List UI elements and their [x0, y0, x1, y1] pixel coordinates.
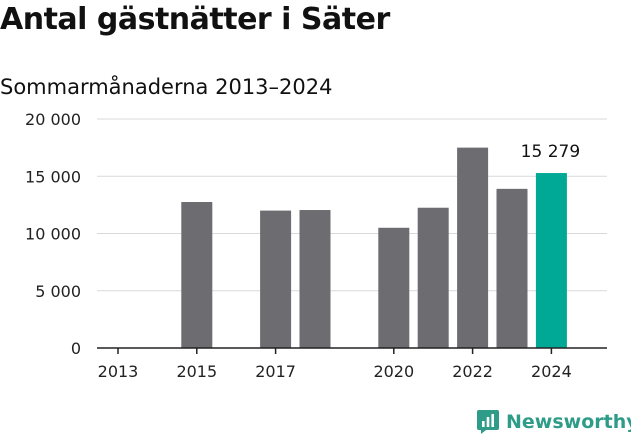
data-label: 15 279	[521, 142, 580, 162]
bar-chart: 0 5 000 10 000 15 000 20 000 2013 2015 2017 2020…	[25, 110, 607, 381]
x-tick-label: 2015	[176, 362, 217, 381]
x-tick-label: 2013	[98, 362, 139, 381]
newsworthy-logo: Newsworthy	[476, 407, 631, 437]
x-tick-label: 2022	[452, 362, 493, 381]
y-tick-label: 0	[71, 339, 81, 358]
newsworthy-logo-icon	[477, 410, 499, 434]
chart-title: Antal gästnätter i Säter	[0, 2, 390, 37]
bar-2021	[417, 207, 449, 348]
x-tick-label: 2020	[373, 362, 414, 381]
bar-2023	[496, 188, 528, 348]
bar-2015	[181, 202, 213, 348]
bar-2022	[457, 147, 489, 348]
y-tick-label: 15 000	[25, 167, 81, 186]
x-tick-label: 2024	[531, 362, 572, 381]
newsworthy-logo-text: Newsworthy	[506, 411, 631, 433]
x-tick-label: 2017	[255, 362, 296, 381]
bar-2018	[299, 210, 331, 348]
y-tick-label: 5 000	[35, 282, 81, 301]
bar-2020	[378, 227, 410, 348]
y-tick-label: 20 000	[25, 110, 81, 129]
bar-2017	[260, 210, 292, 348]
bar-2024	[535, 173, 567, 348]
y-tick-label: 10 000	[25, 225, 81, 244]
chart-subtitle: Sommarmånaderna 2013–2024	[0, 75, 333, 99]
